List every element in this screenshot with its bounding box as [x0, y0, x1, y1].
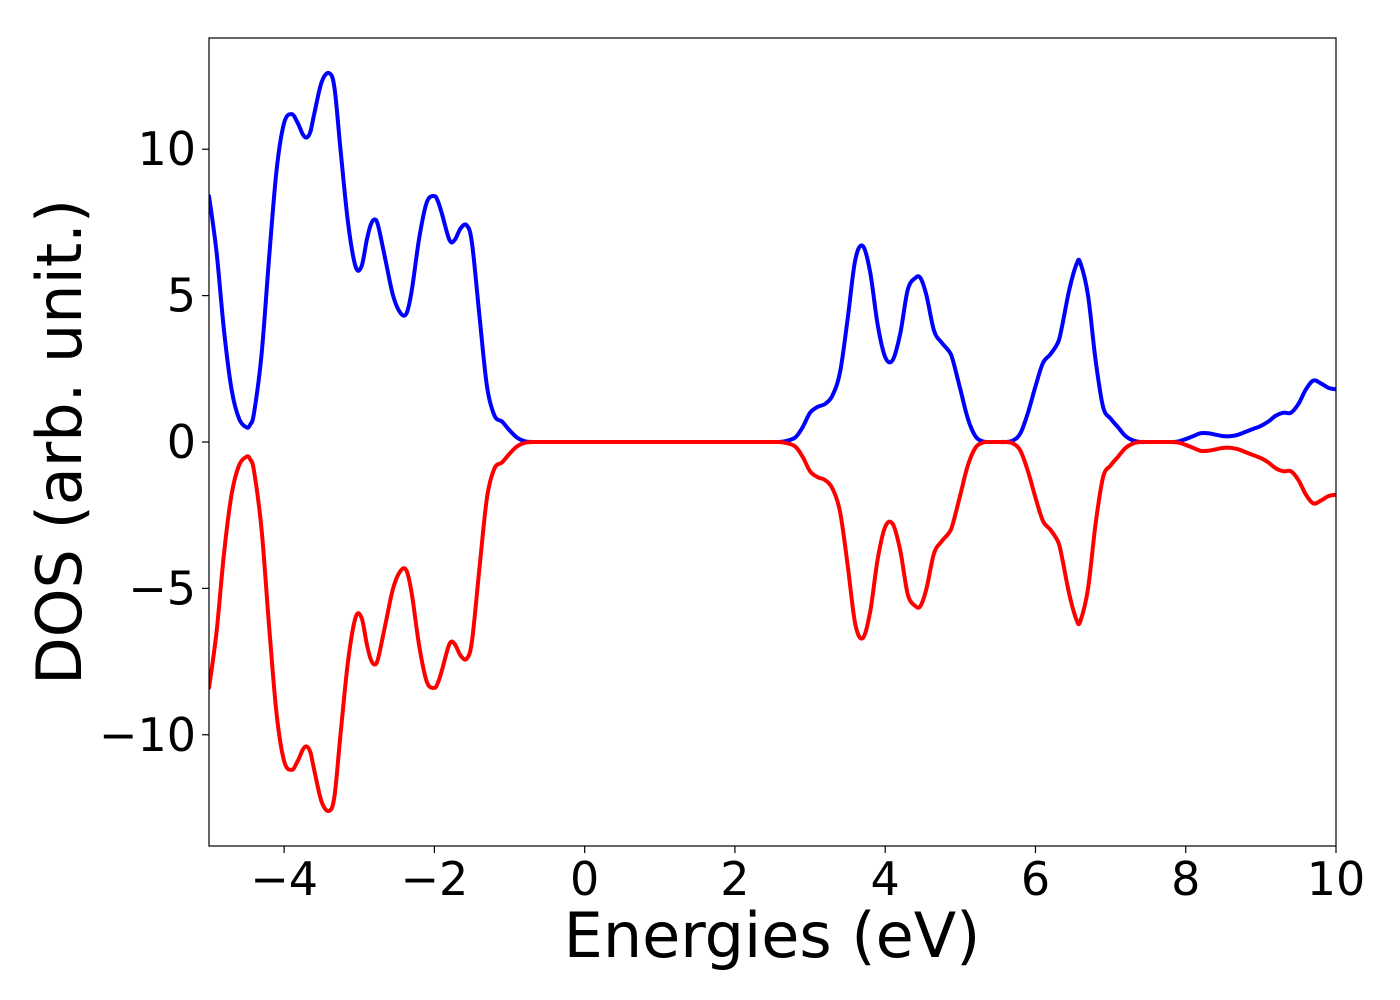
- y-tick-label: 0: [167, 415, 196, 469]
- x-tick-label: −4: [250, 852, 318, 906]
- x-tick-label: 10: [1307, 852, 1366, 906]
- x-axis: −4 −2 0 2 4 6 8 10: [250, 846, 1365, 906]
- x-tick-label: −2: [400, 852, 468, 906]
- y-tick-label: −10: [99, 708, 196, 762]
- x-tick-label: 8: [1171, 852, 1200, 906]
- x-axis-title: Energies (eV): [564, 899, 981, 972]
- x-tick-label: 2: [720, 852, 749, 906]
- x-tick-label: 6: [1021, 852, 1050, 906]
- y-axis-title: DOS (arb. unit.): [23, 199, 96, 685]
- x-tick-label: 0: [570, 852, 599, 906]
- y-tick-label: −5: [128, 561, 196, 615]
- x-tick-label: 4: [871, 852, 900, 906]
- series-layer: [209, 70, 1336, 814]
- y-axis: −10 −5 0 5 10: [99, 122, 209, 762]
- series-line-2: [209, 439, 1336, 814]
- y-tick-label: 5: [167, 269, 196, 323]
- y-tick-label: 10: [137, 122, 196, 176]
